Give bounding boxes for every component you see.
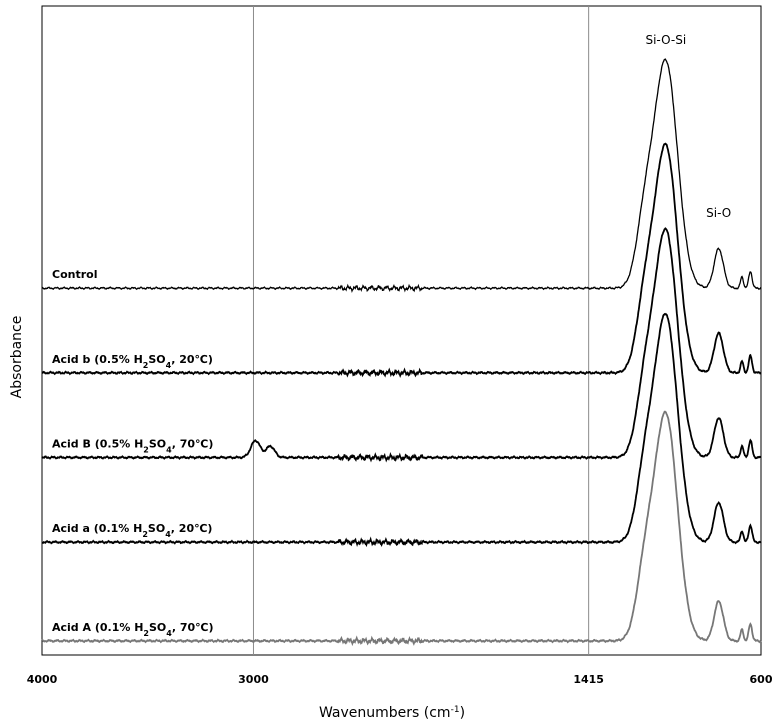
x-tick-labels: 4000 3000 1415 600 (27, 673, 773, 686)
series-label-5: Acid A (0.1% H2SO4, 70℃) (52, 621, 214, 638)
series-label-4: Acid a (0.1% H2SO4, 20℃) (52, 522, 212, 539)
annotation-2: Si-O (706, 206, 731, 220)
x-tick-3000: 3000 (238, 673, 269, 686)
reference-lines (252, 6, 590, 655)
series-labels: Control Acid b (0.5% H2SO4, 20℃) Acid B (0… (52, 268, 214, 637)
series-label-2: Acid b (0.5% H2SO4, 20℃) (52, 353, 213, 370)
y-axis-title: Absorbance (9, 316, 25, 399)
x-tick-4000: 4000 (27, 673, 58, 686)
series-label-1: Control (52, 268, 97, 281)
plot-frame (41, 5, 762, 656)
series-line-3 (41, 227, 762, 463)
series-group (41, 58, 762, 647)
series-line-1 (41, 58, 762, 293)
x-tick-600: 600 (750, 673, 773, 686)
series-line-5 (41, 410, 762, 647)
annotation-1: Si-O-Si (645, 33, 686, 47)
x-tick-1415: 1415 (573, 673, 604, 686)
x-axis-title: Wavenumbers (cm-1) (319, 705, 465, 721)
series-line-2 (41, 142, 762, 378)
series-line-4 (41, 312, 762, 548)
annotations: Si-O-Si Si-O (645, 33, 731, 220)
series-label-3: Acid B (0.5% H2SO4, 70℃) (52, 437, 213, 454)
